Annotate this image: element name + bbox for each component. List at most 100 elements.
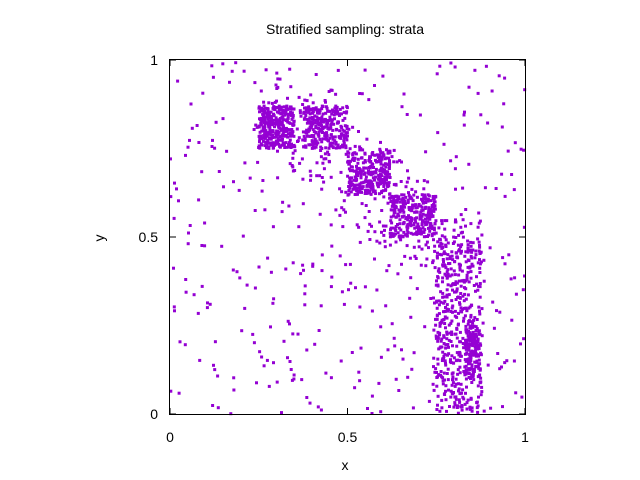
scatter-point	[329, 124, 333, 128]
scatter-point	[473, 316, 477, 320]
scatter-point	[338, 114, 341, 117]
scatter-point	[474, 347, 478, 351]
scatter-point	[480, 260, 483, 264]
scatter-point	[271, 133, 275, 137]
scatter-point	[346, 174, 350, 178]
scatter-point	[464, 391, 467, 395]
scatter-point	[389, 215, 393, 219]
scatter-point	[309, 178, 312, 182]
scatter-point	[322, 180, 326, 184]
scatter-point	[337, 135, 341, 139]
scatter-point	[380, 189, 384, 193]
scatter-point	[445, 270, 449, 274]
scatter-point	[451, 391, 455, 395]
scatter-point	[400, 105, 404, 109]
scatter-point	[370, 394, 374, 398]
scatter-point	[275, 110, 279, 114]
scatter-point	[436, 362, 440, 366]
scatter-point	[410, 187, 414, 191]
scatter-point	[366, 229, 370, 233]
scatter-point	[392, 199, 396, 203]
scatter-point	[332, 122, 336, 126]
scatter-point	[477, 366, 481, 370]
scatter-point	[376, 185, 380, 189]
scatter-point	[461, 336, 465, 340]
scatter-point	[473, 345, 477, 349]
scatter-point	[348, 176, 352, 180]
scatter-point	[286, 96, 289, 100]
scatter-point	[277, 130, 281, 134]
scatter-point	[263, 144, 267, 148]
scatter-point	[333, 135, 337, 139]
scatter-point	[422, 230, 426, 234]
scatter-point	[303, 98, 307, 102]
scatter-point	[497, 74, 501, 78]
scatter-point	[459, 292, 463, 295]
scatter-point	[334, 104, 338, 108]
scatter-point	[476, 410, 480, 414]
scatter-point	[240, 329, 244, 333]
scatter-point	[307, 110, 311, 114]
scatter-point	[435, 314, 439, 318]
scatter-point	[326, 121, 330, 125]
scatter-point	[307, 105, 311, 109]
scatter-point	[420, 247, 424, 251]
scatter-point	[320, 126, 324, 130]
scatter-point	[429, 215, 433, 219]
scatter-point	[388, 176, 392, 179]
scatter-point	[449, 340, 453, 343]
scatter-point	[369, 192, 373, 196]
scatter-point	[307, 128, 311, 132]
scatter-point	[404, 185, 408, 189]
scatter-point	[368, 157, 371, 161]
scatter-point	[478, 285, 482, 289]
scatter-point	[464, 338, 467, 342]
scatter-point	[469, 332, 473, 336]
scatter-point	[449, 358, 452, 362]
scatter-point	[312, 107, 316, 111]
scatter-point	[358, 145, 362, 149]
scatter-point	[314, 125, 318, 128]
scatter-point	[385, 178, 388, 182]
scatter-point	[382, 233, 386, 237]
scatter-point	[172, 305, 176, 309]
scatter-point	[343, 124, 347, 128]
scatter-point	[324, 100, 327, 104]
scatter-point	[440, 406, 444, 410]
scatter-point	[282, 109, 286, 113]
scatter-point	[259, 107, 263, 110]
scatter-point	[522, 337, 526, 341]
scatter-point	[454, 397, 458, 401]
scatter-point	[339, 136, 343, 140]
scatter-point	[412, 351, 416, 355]
scatter-point	[475, 342, 478, 346]
scatter-point	[261, 179, 265, 182]
scatter-point	[522, 148, 526, 152]
scatter-point	[440, 246, 444, 250]
scatter-point	[320, 120, 324, 124]
scatter-point	[302, 117, 306, 121]
scatter-point	[351, 153, 355, 157]
scatter-point	[340, 126, 344, 129]
scatter-point	[302, 145, 306, 149]
scatter-point	[275, 106, 279, 109]
scatter-point	[308, 401, 312, 405]
scatter-point	[329, 285, 333, 289]
scatter-point	[389, 231, 393, 235]
scatter-point	[428, 224, 432, 227]
scatter-point	[295, 127, 299, 131]
scatter-point	[329, 122, 333, 126]
scatter-point	[479, 343, 483, 347]
scatter-point	[422, 179, 426, 183]
scatter-point	[341, 106, 345, 110]
scatter-point	[471, 330, 475, 334]
scatter-point	[383, 239, 387, 243]
scatter-point	[308, 125, 312, 129]
scatter-point	[417, 245, 421, 249]
scatter-point	[452, 361, 456, 365]
scatter-point	[466, 362, 470, 366]
scatter-point	[203, 244, 207, 248]
scatter-point	[327, 90, 331, 93]
scatter-point	[407, 206, 411, 209]
scatter-point	[444, 389, 447, 393]
